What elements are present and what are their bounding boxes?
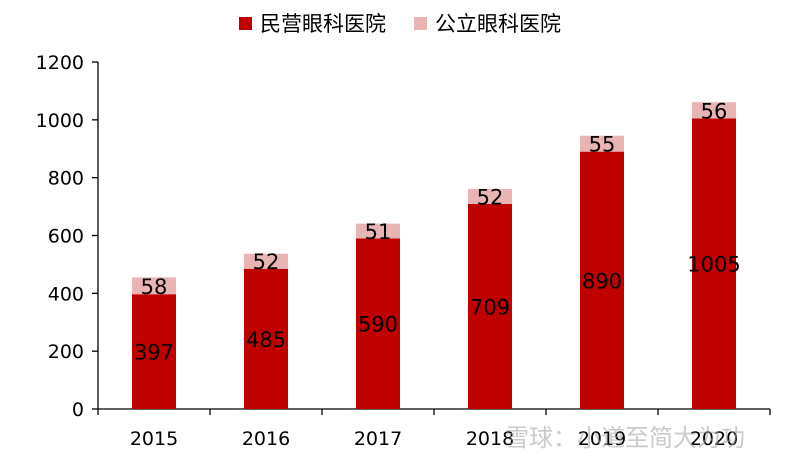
x-tick-label-2020: 2020 — [690, 428, 738, 450]
bar-public-2018 — [468, 188, 512, 204]
legend-item-public: 公立眼科医院 — [414, 8, 561, 38]
bar-private-2015 — [132, 294, 176, 409]
legend-swatch-private — [239, 16, 252, 30]
bar-public-2017 — [356, 223, 400, 239]
legend: 民营眼科医院 公立眼科医院 — [0, 8, 800, 38]
data-label-public-2019: 55 — [589, 133, 616, 157]
x-tick-label-2017: 2017 — [354, 428, 402, 450]
bar-private-2020 — [692, 118, 736, 409]
bar-public-2020 — [692, 102, 736, 119]
y-tick-label: 1000 — [36, 110, 84, 132]
x-tick-label-2018: 2018 — [466, 428, 514, 450]
bar-public-2019 — [580, 135, 624, 152]
data-label-public-2015: 58 — [141, 275, 168, 299]
legend-label-public: 公立眼科医院 — [435, 12, 561, 36]
y-tick-label: 0 — [72, 399, 84, 421]
x-tick-label-2016: 2016 — [242, 428, 290, 450]
data-label-public-2016: 52 — [253, 250, 280, 274]
bar-public-2015 — [132, 277, 176, 295]
bar-private-2016 — [244, 268, 288, 409]
data-label-public-2018: 52 — [477, 185, 504, 209]
data-label-private-2016: 485 — [246, 328, 286, 352]
bar-private-2017 — [356, 238, 400, 409]
data-label-private-2020: 1005 — [687, 253, 740, 277]
y-tick-label: 800 — [48, 168, 84, 190]
data-label-private-2019: 890 — [582, 269, 622, 293]
y-tick-label: 400 — [48, 283, 84, 305]
bar-private-2019 — [580, 151, 624, 409]
x-tick-label-2015: 2015 — [130, 428, 178, 450]
y-tick-label: 200 — [48, 341, 84, 363]
data-label-public-2017: 51 — [365, 220, 392, 244]
watermark: 雪球：小道至简大为功 — [505, 424, 745, 452]
legend-swatch-public — [414, 16, 427, 30]
bar-public-2016 — [244, 253, 288, 269]
bar-private-2018 — [468, 203, 512, 409]
y-tick-label: 600 — [48, 226, 84, 248]
legend-item-private: 民营眼科医院 — [239, 8, 386, 38]
data-label-private-2015: 397 — [134, 341, 174, 365]
legend-label-private: 民营眼科医院 — [260, 12, 386, 36]
data-label-private-2017: 590 — [358, 313, 398, 337]
y-tick-label: 1200 — [36, 52, 84, 74]
data-label-public-2020: 56 — [701, 99, 728, 123]
x-tick-label-2019: 2019 — [578, 428, 626, 450]
data-label-private-2018: 709 — [470, 295, 510, 319]
